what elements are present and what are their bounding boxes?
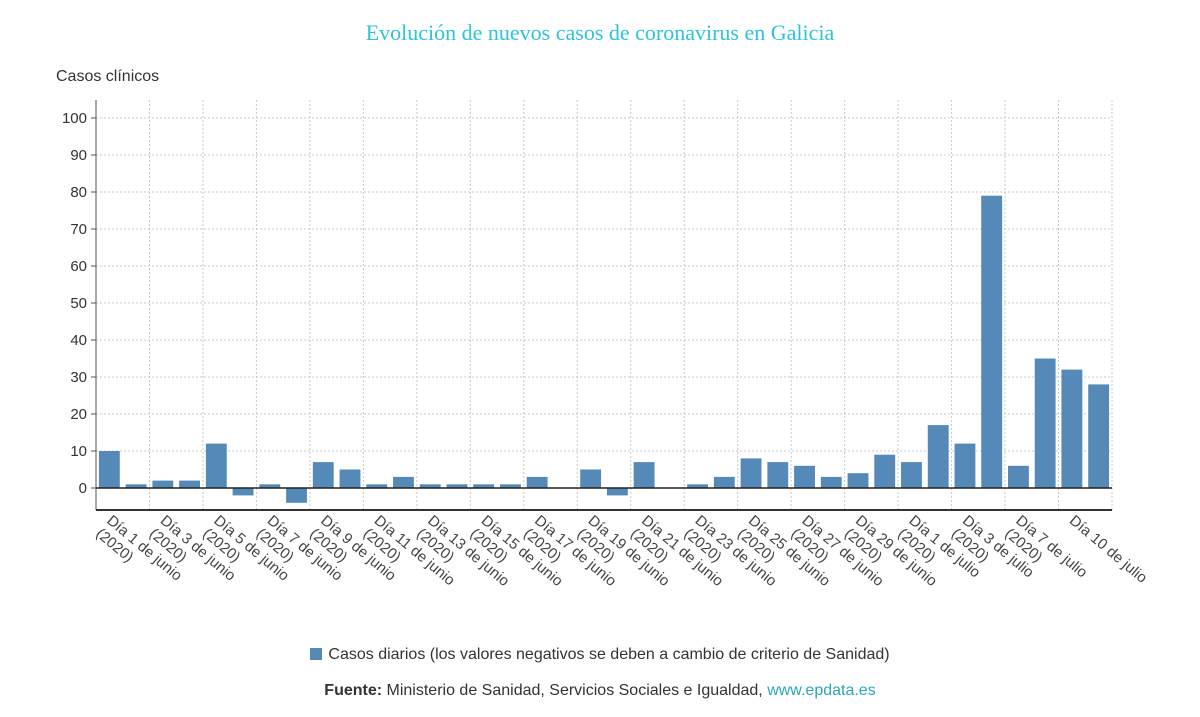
bar[interactable] <box>901 462 922 488</box>
y-axis-label: Casos clínicos <box>56 68 160 85</box>
bar[interactable] <box>339 469 361 489</box>
bar[interactable] <box>927 425 949 488</box>
bar[interactable] <box>687 484 709 488</box>
y-tick-label: 40 <box>70 332 87 349</box>
bar[interactable] <box>152 480 174 488</box>
bar-chart: 0 10 20 30 40 50 60 70 80 90 100 Día 1 de junio(20… <box>62 100 1150 590</box>
bar[interactable] <box>633 462 655 488</box>
y-tick-label: 80 <box>70 184 87 201</box>
bar[interactable] <box>954 443 976 488</box>
bar[interactable] <box>179 480 201 488</box>
bar[interactable] <box>874 454 896 488</box>
bar[interactable] <box>232 488 254 496</box>
chart-title: Evolución de nuevos casos de coronavirus… <box>365 20 835 45</box>
y-tick-label: 90 <box>70 147 87 164</box>
bar[interactable] <box>1088 384 1110 488</box>
bar[interactable] <box>393 476 414 488</box>
bar[interactable] <box>1061 369 1083 488</box>
bar[interactable] <box>580 469 602 489</box>
source-prefix: Fuente: <box>324 682 383 699</box>
y-tick-label: 30 <box>70 369 87 386</box>
bar[interactable] <box>981 195 1003 488</box>
bar[interactable] <box>366 484 388 488</box>
y-tick-label: 50 <box>70 295 87 312</box>
bar[interactable] <box>767 462 789 488</box>
bar[interactable] <box>1007 465 1029 488</box>
source-note: Fuente: Ministerio de Sanidad, Servicios… <box>0 682 1200 700</box>
bar[interactable] <box>1034 358 1056 489</box>
bar[interactable] <box>499 484 521 488</box>
legend-label: Casos diarios (los valores negativos se … <box>328 646 890 663</box>
bar[interactable] <box>794 465 815 488</box>
bar[interactable] <box>446 484 468 488</box>
bar[interactable] <box>205 443 227 488</box>
bar[interactable] <box>847 473 869 488</box>
bar[interactable] <box>526 476 548 488</box>
y-tick-label: 60 <box>70 258 87 275</box>
bar[interactable] <box>125 484 147 488</box>
bar[interactable] <box>713 476 735 488</box>
bar[interactable] <box>419 484 441 488</box>
y-tick-label: 0 <box>79 480 87 497</box>
bars <box>96 195 1112 503</box>
bar[interactable] <box>606 488 628 496</box>
bar[interactable] <box>286 488 307 503</box>
bar[interactable] <box>820 476 842 488</box>
y-tick-label: 100 <box>62 110 87 127</box>
grid-lines <box>95 100 1113 510</box>
bar[interactable] <box>98 451 120 488</box>
y-axis-ticks: 0 10 20 30 40 50 60 70 80 90 100 <box>62 100 97 510</box>
x-axis-ticks: Día 1 de junio(2020) Día 3 de junio(2020)… <box>93 509 1150 590</box>
bar[interactable] <box>740 458 762 488</box>
y-tick-label: 10 <box>70 443 87 460</box>
bar[interactable] <box>259 484 281 488</box>
bar[interactable] <box>312 462 334 488</box>
legend[interactable]: Casos diarios (los valores negativos se … <box>0 646 1200 664</box>
y-tick-label: 70 <box>70 221 87 238</box>
y-tick-label: 20 <box>70 406 87 423</box>
source-link[interactable]: www.epdata.es <box>767 682 876 699</box>
source-text: Ministerio de Sanidad, Servicios Sociale… <box>382 682 768 699</box>
bar[interactable] <box>473 484 495 488</box>
legend-swatch <box>310 648 323 660</box>
